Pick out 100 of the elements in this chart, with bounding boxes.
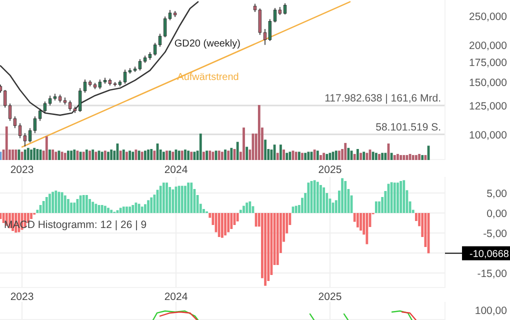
bar [190,182,193,213]
bar [147,150,150,160]
bar [166,182,168,213]
bar [366,213,368,244]
bar [301,152,304,160]
bar [132,152,134,160]
bar [94,204,98,213]
bar [67,199,70,213]
bar [45,136,48,160]
bar [206,150,208,160]
bar [230,148,233,160]
bar [100,152,104,160]
x-tick-label: 2024 [164,164,188,176]
bar [236,142,239,160]
y-tick-label: -5,00 [483,228,508,240]
bar [48,150,51,160]
bar [178,150,180,160]
bar [202,152,205,160]
bar [400,181,402,213]
bar [107,208,110,213]
bar [344,142,347,160]
bar [162,152,165,160]
bar [242,206,245,213]
bar [316,150,319,160]
bar [282,150,285,160]
bar [172,152,174,160]
bar [85,195,88,213]
bar [110,150,113,160]
bar [104,150,106,160]
bar [341,178,344,213]
bar [18,150,20,160]
bar [227,213,230,232]
bar [372,152,374,160]
bar [187,150,190,160]
bar [412,155,414,160]
bar [144,204,146,213]
bar [168,150,172,160]
bar [172,189,174,213]
bar [82,195,85,213]
bar [424,155,427,160]
y-tick-label: 0,00 [486,208,508,220]
bar [320,155,322,160]
bar [220,213,224,238]
bar [14,150,18,160]
bar [82,152,85,160]
bar [393,155,396,160]
bar [132,205,134,213]
bar [313,150,316,160]
bar [36,149,39,160]
y-tick-label: 150,000 [469,76,508,89]
bar [304,152,307,160]
bar [33,148,36,160]
bar [92,202,94,213]
bar [366,152,368,160]
ref-line-label: -10,0668 [470,248,510,260]
bar [402,180,406,213]
y-tick-label: 200,000 [469,40,508,52]
x-tick-label: 2023 [10,164,34,176]
bar [264,213,267,286]
bar [218,213,220,237]
bar [332,152,334,160]
bar [140,206,144,213]
y-tick-label: 125,000 [469,100,508,113]
bar [390,152,393,160]
bar [393,182,396,213]
bar [360,213,362,231]
bar [334,150,338,160]
bar [187,182,190,213]
bar [92,150,94,160]
bar [94,152,98,160]
bar [122,150,125,160]
bar [402,155,406,160]
bar [286,152,288,160]
bar [344,181,347,213]
bar [298,152,300,160]
ref-line-label: 117.982.638 | 161,6 Mrd. [324,92,441,105]
bar [45,197,48,213]
bar [400,155,402,160]
bar [119,208,122,213]
bar [60,192,64,213]
bar [88,150,91,160]
bar [208,150,212,160]
bar [48,194,51,213]
bar [166,150,168,160]
y-tick-label: 250,000 [469,11,508,24]
bar [184,150,186,160]
bar [322,187,326,213]
bar [353,154,356,160]
bar [307,152,310,160]
y-tick-label: 5,00 [486,188,508,200]
bar [307,182,310,213]
bar [184,186,186,213]
bar [64,152,66,160]
bar [128,206,132,213]
bar [180,150,184,160]
bar [236,213,239,222]
bar [356,213,359,228]
bar [12,150,14,160]
bar [288,152,292,160]
bar [64,195,66,213]
